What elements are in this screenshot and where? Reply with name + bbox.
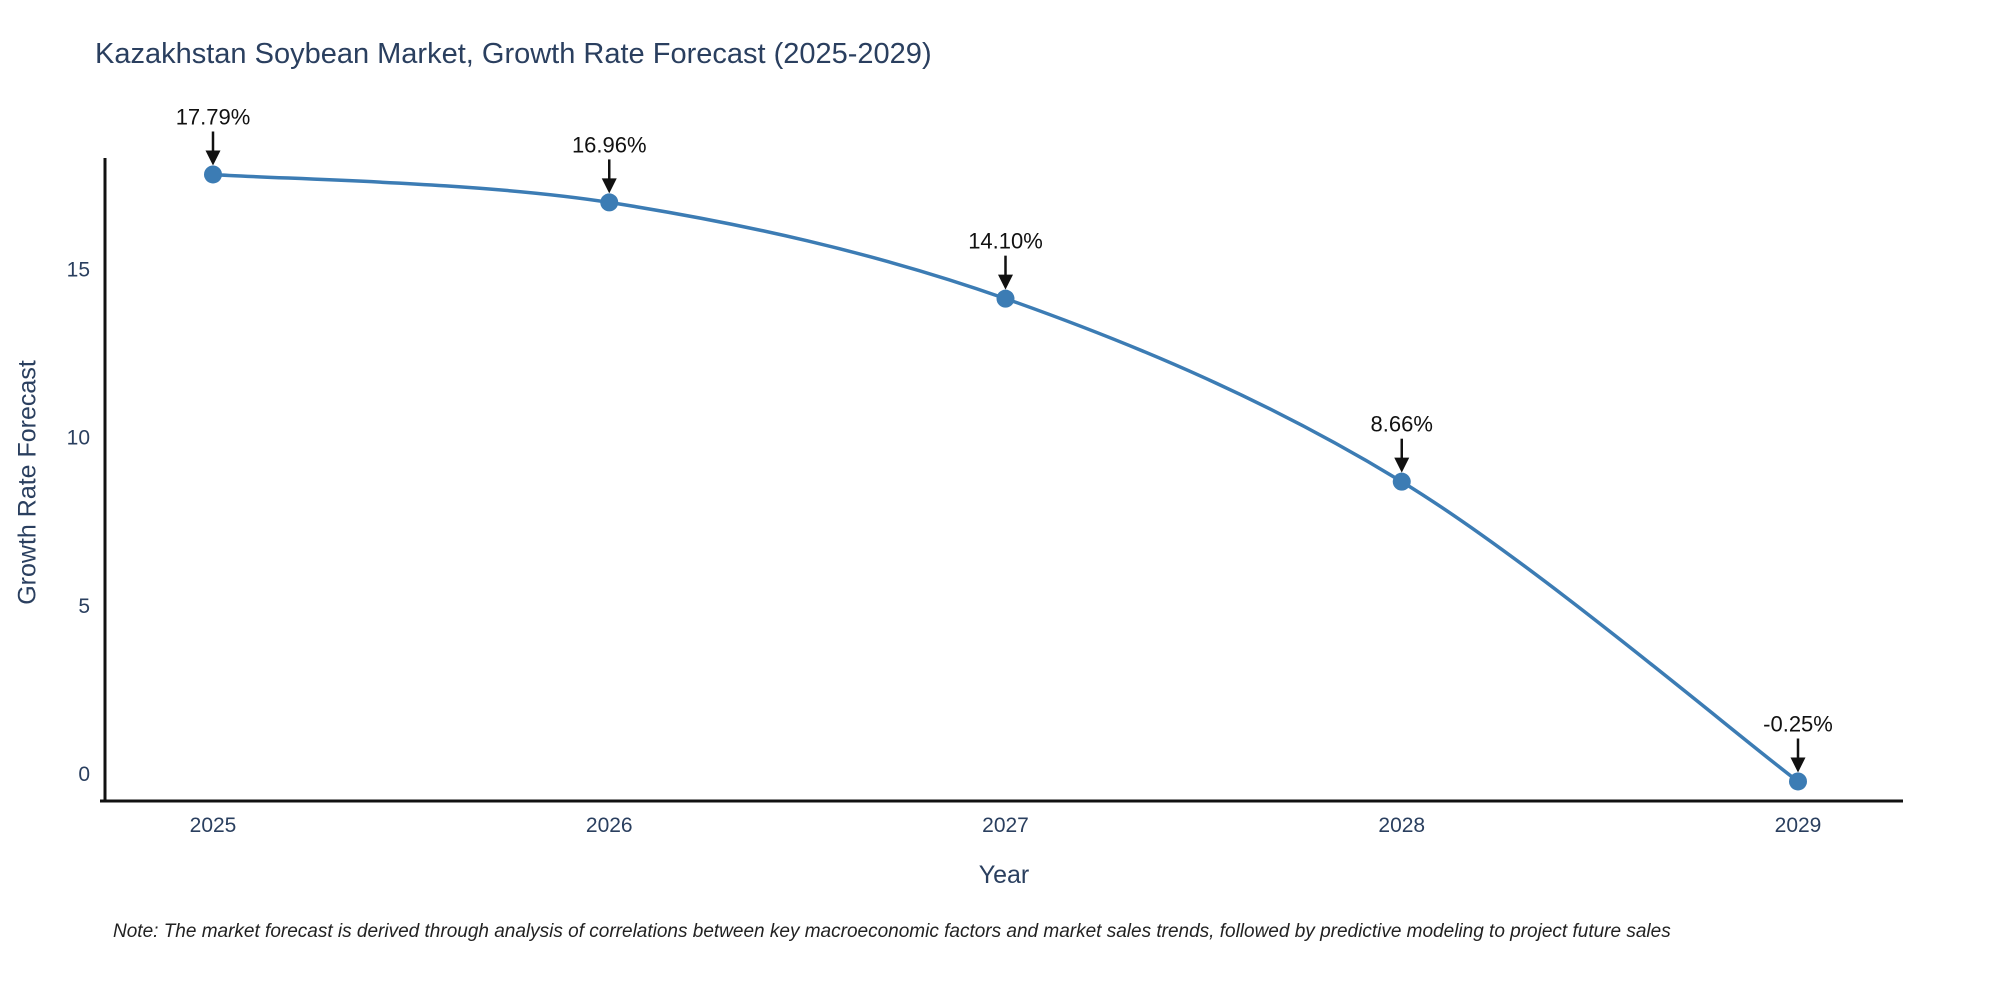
- data-point-2028[interactable]: [1392, 472, 1411, 491]
- y-axis-title: Growth Rate Forecast: [13, 360, 42, 605]
- y-tick-label: 5: [78, 595, 90, 618]
- point-label-2026: 16.96%: [572, 132, 647, 157]
- x-tick-label: 2027: [982, 814, 1029, 837]
- x-axis-title: Year: [978, 861, 1030, 889]
- point-label-2027: 14.10%: [968, 229, 1043, 254]
- data-point-2029[interactable]: [1789, 772, 1807, 791]
- data-point-2027[interactable]: [996, 289, 1015, 308]
- point-label-2029: -0.25%: [1763, 711, 1833, 736]
- y-tick-label: 0: [78, 763, 90, 786]
- y-tick-label: 15: [67, 258, 90, 281]
- forecast-line: [212, 172, 1800, 783]
- point-label-2025: 17.79%: [176, 104, 251, 129]
- y-tick-label: 10: [67, 427, 90, 450]
- x-tick-label: 2029: [1775, 814, 1822, 837]
- chart-title: Kazakhstan Soybean Market, Growth Rate F…: [95, 38, 932, 70]
- annotation-arrowhead-icon: [1790, 757, 1806, 773]
- point-label-2028: 8.66%: [1371, 412, 1433, 437]
- data-point-2026[interactable]: [600, 193, 619, 212]
- x-tick-label: 2026: [586, 814, 633, 837]
- annotation-arrowhead-icon: [205, 150, 221, 166]
- annotation-arrowhead-icon: [1394, 457, 1410, 473]
- data-point-2025[interactable]: [204, 165, 222, 184]
- annotation-arrowhead-icon: [601, 178, 617, 194]
- footnote: Note: The market forecast is derived thr…: [113, 921, 1671, 942]
- x-tick-label: 2028: [1378, 814, 1425, 837]
- x-tick-label: 2025: [190, 814, 237, 837]
- annotation-arrowhead-icon: [998, 274, 1013, 290]
